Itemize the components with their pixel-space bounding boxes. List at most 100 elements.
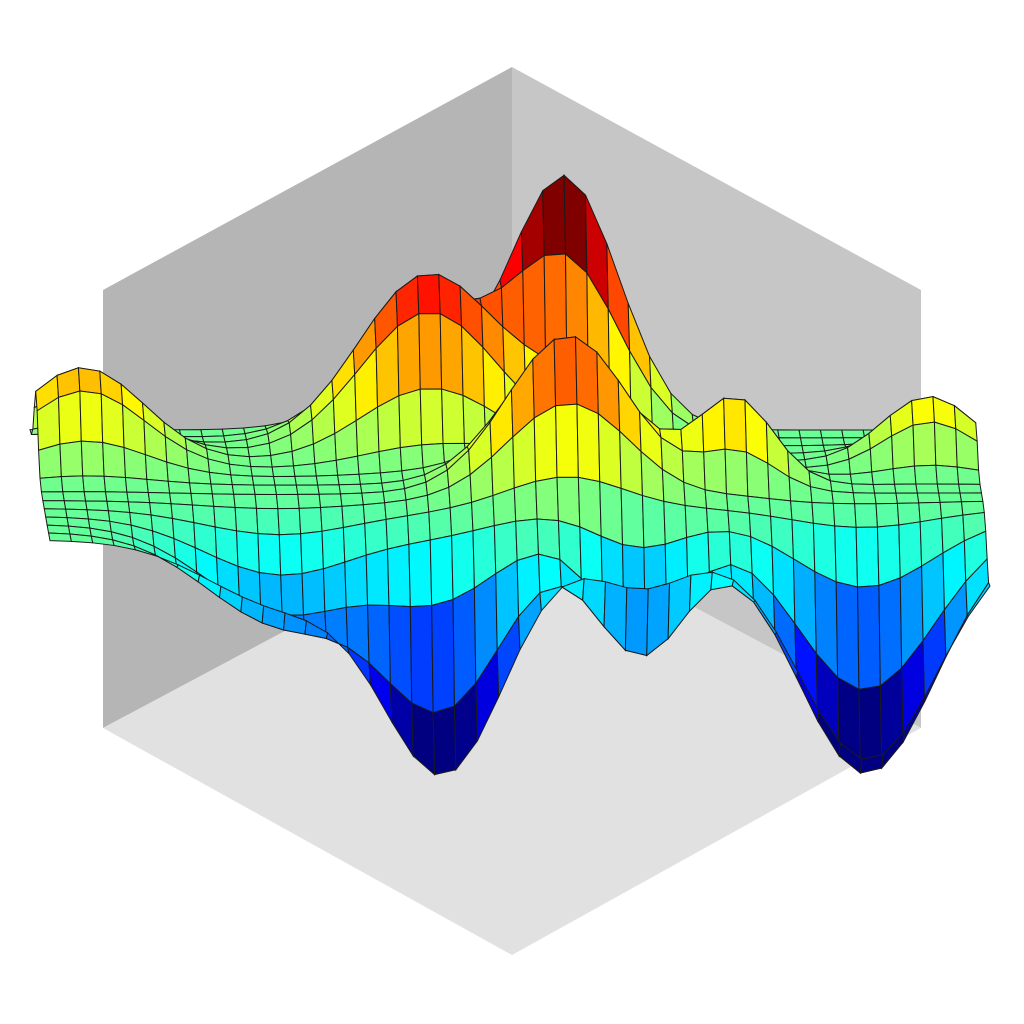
mesh-cell (555, 403, 579, 478)
mesh-cell (280, 573, 305, 616)
mesh-cell (236, 530, 260, 574)
mesh-cell (320, 505, 344, 532)
mesh-cell (338, 483, 363, 495)
mesh-cell (234, 507, 259, 535)
mesh-cell (257, 533, 282, 576)
mesh-cell (893, 483, 918, 494)
mesh-cell (277, 507, 302, 536)
mesh-cell (959, 492, 984, 503)
mesh-cell (82, 475, 107, 493)
mesh-cell (274, 484, 299, 495)
mesh-cell (819, 429, 844, 439)
mesh-cell (624, 587, 649, 657)
mesh-cell (933, 421, 958, 468)
mesh-cell (821, 437, 846, 446)
mesh-cell (725, 493, 750, 514)
mesh-cell (104, 491, 129, 503)
mesh-cell (147, 491, 172, 505)
mesh-cell (831, 490, 856, 505)
mesh-cell (272, 475, 297, 486)
mesh-cell (190, 492, 215, 507)
mesh-cell (896, 502, 921, 526)
mesh-cell (852, 492, 877, 505)
mesh-cell (855, 526, 880, 588)
mesh-cell (314, 459, 339, 477)
mesh-cell (576, 403, 601, 483)
mesh-cell (956, 466, 981, 485)
mesh-cell (599, 480, 624, 546)
mesh-cell (878, 577, 903, 687)
mesh-cell (84, 500, 109, 512)
mesh-cell (723, 397, 747, 453)
mesh-cell (915, 483, 940, 494)
mesh-cell (798, 429, 823, 439)
mesh-cell (871, 468, 896, 485)
mesh-cell (275, 493, 300, 510)
mesh-cell (188, 482, 213, 495)
mesh-cell (47, 532, 72, 542)
mesh-cell (536, 518, 561, 561)
mesh-cell (522, 254, 547, 360)
mesh-cell (278, 533, 303, 576)
mesh-cell (537, 553, 562, 594)
mesh-cell (406, 511, 431, 545)
mesh-cell (271, 465, 296, 478)
mesh-cell (419, 388, 444, 446)
mesh-cell (295, 484, 320, 495)
mesh-cell (724, 448, 749, 497)
mesh-cell (876, 524, 901, 587)
mesh-cell (39, 476, 64, 493)
mesh-cell (211, 493, 236, 509)
mesh-cell (428, 507, 453, 541)
mesh-cell (233, 493, 258, 509)
mesh-cell (210, 483, 235, 495)
mesh-cell (439, 312, 464, 397)
mesh-cell (77, 367, 102, 395)
mesh-cell (799, 437, 824, 447)
mesh-cell (253, 484, 278, 496)
mesh-cell (255, 507, 280, 536)
mesh-cell (841, 429, 866, 439)
mesh-cell (169, 492, 193, 506)
mesh-cell (911, 396, 935, 426)
mesh-cell (102, 441, 126, 479)
mesh-cell (913, 464, 938, 485)
mesh-cell (835, 581, 860, 691)
mesh-cell (834, 525, 859, 588)
mesh-cell (228, 463, 253, 477)
mesh-cell (208, 471, 233, 486)
mesh-cell (103, 475, 128, 493)
mesh-cell (857, 584, 881, 690)
mesh-cell (409, 605, 434, 714)
mesh-cell (958, 483, 983, 494)
mesh-cell (365, 548, 390, 606)
mesh-cell (357, 450, 381, 475)
mesh-cell (895, 492, 920, 504)
mesh-cell (398, 388, 423, 449)
mesh-cell (337, 473, 362, 486)
mesh-cell (124, 476, 149, 493)
mesh-cell (418, 313, 443, 390)
mesh-cell (432, 705, 457, 776)
mesh-cell (535, 476, 559, 522)
mesh-cell (59, 440, 84, 478)
mesh-cell (298, 507, 323, 535)
mesh-cell (43, 508, 68, 519)
mesh-cell (703, 448, 728, 495)
mesh-cell (126, 491, 151, 504)
mesh-cell (146, 478, 171, 494)
mesh-cell (80, 440, 105, 477)
mesh-cell (231, 484, 256, 495)
mesh-cell (248, 455, 273, 468)
mesh-cell (892, 465, 917, 485)
mesh-cell (704, 489, 729, 512)
mesh-cell (849, 471, 874, 485)
mesh-cell (339, 492, 364, 507)
mesh-cell (292, 463, 317, 477)
mesh-cell (315, 474, 340, 486)
mesh-cell (301, 568, 326, 616)
mesh-cell (40, 491, 65, 502)
mesh-cell (854, 503, 878, 528)
